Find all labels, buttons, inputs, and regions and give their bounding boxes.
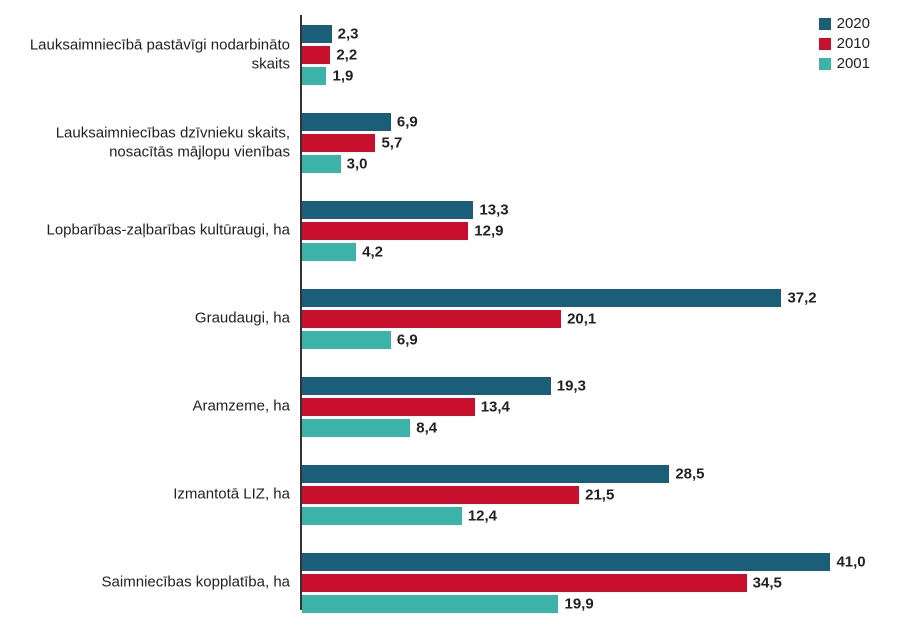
bar-value-label: 2,3 bbox=[338, 26, 359, 43]
category-label: Graudaugi, ha bbox=[10, 310, 290, 329]
bar-value-label: 21,5 bbox=[585, 487, 614, 504]
bar-2010: 20,1 bbox=[302, 310, 561, 328]
bar-2010: 34,5 bbox=[302, 574, 747, 592]
bar-value-label: 2,2 bbox=[336, 47, 357, 64]
category-label: Izmantotā LIZ, ha bbox=[10, 486, 290, 505]
category-label: Aramzeme, ha bbox=[10, 398, 290, 417]
bar-2001: 4,2 bbox=[302, 243, 356, 261]
bar-value-label: 3,0 bbox=[347, 156, 368, 173]
bar-2010: 2,2 bbox=[302, 46, 330, 64]
category-group: Lauksaimniecībā pastāvīgi nodarbināto sk… bbox=[302, 25, 880, 85]
category-group: Izmantotā LIZ, ha28,521,512,4 bbox=[302, 465, 880, 525]
bar-2020: 6,9 bbox=[302, 113, 391, 131]
bar-2020: 13,3 bbox=[302, 201, 473, 219]
bar-value-label: 28,5 bbox=[675, 466, 704, 483]
bar-2020: 2,3 bbox=[302, 25, 332, 43]
bar-2010: 21,5 bbox=[302, 486, 579, 504]
bar-2001: 12,4 bbox=[302, 507, 462, 525]
bar-2020: 37,2 bbox=[302, 289, 781, 307]
bar-2020: 28,5 bbox=[302, 465, 669, 483]
bar-value-label: 6,9 bbox=[397, 332, 418, 349]
bar-2001: 3,0 bbox=[302, 155, 341, 173]
bar-2010: 12,9 bbox=[302, 222, 468, 240]
category-group: Lopbarības-zaļbarības kultūraugi, ha13,3… bbox=[302, 201, 880, 261]
bar-value-label: 4,2 bbox=[362, 244, 383, 261]
bar-value-label: 12,9 bbox=[474, 223, 503, 240]
bar-2001: 8,4 bbox=[302, 419, 410, 437]
bar-value-label: 20,1 bbox=[567, 311, 596, 328]
plot-area: Lauksaimniecībā pastāvīgi nodarbināto sk… bbox=[300, 15, 880, 610]
bar-value-label: 6,9 bbox=[397, 114, 418, 131]
bar-value-label: 8,4 bbox=[416, 420, 437, 437]
bar-value-label: 37,2 bbox=[787, 290, 816, 307]
category-group: Lauksaimniecības dzīvnieku skaits, nosac… bbox=[302, 113, 880, 173]
chart-container: 2020 2010 2001 Lauksaimniecībā pastāvīgi… bbox=[0, 0, 900, 625]
bar-2001: 19,9 bbox=[302, 595, 558, 613]
bar-value-label: 13,3 bbox=[479, 202, 508, 219]
bar-2010: 5,7 bbox=[302, 134, 375, 152]
bar-value-label: 12,4 bbox=[468, 508, 497, 525]
category-label: Lauksaimniecības dzīvnieku skaits, nosac… bbox=[10, 124, 290, 162]
category-group: Aramzeme, ha19,313,48,4 bbox=[302, 377, 880, 437]
bar-value-label: 1,9 bbox=[332, 68, 353, 85]
category-group: Graudaugi, ha37,220,16,9 bbox=[302, 289, 880, 349]
bar-value-label: 19,3 bbox=[557, 378, 586, 395]
bar-value-label: 34,5 bbox=[753, 575, 782, 592]
bar-2020: 19,3 bbox=[302, 377, 551, 395]
bar-value-label: 5,7 bbox=[381, 135, 402, 152]
bar-value-label: 19,9 bbox=[564, 596, 593, 613]
bar-value-label: 41,0 bbox=[836, 554, 865, 571]
category-label: Lopbarības-zaļbarības kultūraugi, ha bbox=[10, 222, 290, 241]
bar-value-label: 13,4 bbox=[481, 399, 510, 416]
category-group: Saimniecības kopplatība, ha41,034,519,9 bbox=[302, 553, 880, 613]
bar-2010: 13,4 bbox=[302, 398, 475, 416]
category-label: Saimniecības kopplatība, ha bbox=[10, 574, 290, 593]
bar-2020: 41,0 bbox=[302, 553, 830, 571]
bar-2001: 1,9 bbox=[302, 67, 326, 85]
category-label: Lauksaimniecībā pastāvīgi nodarbināto sk… bbox=[10, 36, 290, 74]
bar-2001: 6,9 bbox=[302, 331, 391, 349]
